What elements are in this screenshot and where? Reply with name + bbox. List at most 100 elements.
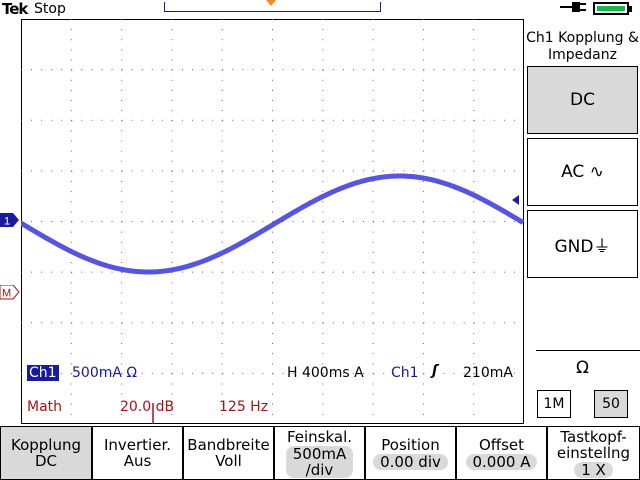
grid-dot	[51, 69, 53, 71]
grid-dot	[503, 221, 505, 222]
coupling-gnd-button[interactable]: GND⏚	[527, 210, 638, 278]
grid-dot	[41, 221, 43, 222]
grid-dot	[393, 271, 395, 273]
grid-dot	[322, 262, 324, 263]
grid-dot	[322, 39, 324, 41]
grid-dot	[171, 322, 173, 324]
coupling-menu-button[interactable]: Kopplung DC	[0, 426, 92, 480]
grid-dot	[121, 211, 123, 213]
grid-dot	[312, 322, 314, 324]
grid-dot	[121, 302, 123, 304]
grid-dot	[70, 353, 72, 355]
grid-dot	[302, 221, 304, 222]
grid-dot	[221, 110, 223, 112]
grid-dot	[422, 393, 424, 395]
grid-dot	[513, 372, 515, 374]
grid-dot	[443, 119, 445, 121]
grid-dot	[70, 302, 72, 304]
grid-dot	[70, 413, 72, 415]
coupling-dc-button[interactable]: DC	[527, 66, 638, 134]
math-position-marker[interactable]: M	[0, 284, 21, 304]
bandwidth-menu-button[interactable]: Bandbreite Voll	[183, 426, 274, 480]
grid-dot	[433, 221, 435, 222]
grid-dot	[232, 119, 234, 121]
grid-dot	[252, 322, 254, 324]
impedance-50-button[interactable]: 50	[594, 390, 628, 418]
fine-scale-menu-button[interactable]: Feinskal. 500mA/div	[274, 426, 365, 480]
grid-dot	[171, 343, 173, 344]
grid-dot	[70, 160, 72, 162]
position-menu-value: 0.00 div	[373, 453, 448, 470]
grid-dot	[372, 251, 374, 253]
grid-dot	[473, 79, 475, 81]
grid-dot	[372, 302, 374, 304]
grid-dot	[373, 69, 375, 71]
grid-dot	[262, 372, 264, 374]
grid-dot	[282, 69, 284, 71]
grid-dot	[322, 271, 324, 273]
grid-dot	[81, 69, 83, 71]
grid-dot	[372, 191, 374, 193]
brand-logo: Tek	[2, 0, 28, 18]
coupling-ac-button[interactable]: AC ∿	[527, 138, 638, 206]
grid-dot	[363, 372, 365, 374]
grid-dot	[282, 372, 284, 374]
grid-dot	[383, 170, 385, 172]
grid-dot	[322, 383, 324, 385]
grid-dot	[61, 322, 63, 324]
grid-dot	[202, 322, 204, 324]
grid-dot	[322, 79, 324, 81]
grid-dot	[192, 119, 194, 121]
grid-dot	[81, 372, 83, 374]
grid-dot	[342, 322, 344, 324]
probe-setup-menu-button[interactable]: Tastkopf- einstellng 1 X	[547, 426, 640, 480]
grid-dot	[181, 322, 183, 324]
grid-dot	[70, 110, 72, 112]
grid-dot	[91, 221, 93, 222]
grid-dot	[202, 69, 204, 71]
grid-dot	[272, 262, 273, 263]
grid-dot	[171, 19, 173, 20]
ch1-position-marker[interactable]: 1	[0, 213, 21, 232]
grid-dot	[171, 140, 173, 142]
grid-dot	[141, 69, 143, 71]
grid-dot	[242, 271, 244, 273]
position-menu-button[interactable]: Position 0.00 div	[365, 426, 456, 480]
grid-dot	[493, 271, 495, 273]
grid-dot	[513, 170, 515, 172]
status-bar: Tek Stop	[0, 0, 640, 20]
grid-dot	[463, 69, 465, 71]
grid-dot	[312, 170, 314, 172]
grid-dot	[121, 69, 123, 71]
grid-dot	[71, 271, 73, 273]
grid-dot	[61, 170, 63, 172]
grid-dot	[473, 312, 475, 314]
grid-dot	[221, 201, 223, 203]
invert-menu-button[interactable]: Invertier. Aus	[92, 426, 183, 480]
grid-dot	[192, 170, 194, 172]
grid-dot	[372, 110, 374, 112]
grid-dot	[272, 322, 274, 324]
grid-dot	[272, 191, 273, 193]
grid-dot	[322, 251, 324, 253]
offset-menu-button[interactable]: Offset 0.000 A	[456, 426, 547, 480]
grid-dot	[221, 393, 223, 395]
grid-dot	[473, 221, 475, 222]
grid-dot	[322, 312, 324, 314]
side-menu-title: Ch1 Kopplung & Impedanz	[526, 30, 639, 63]
grid-dot	[101, 69, 103, 71]
grid-dot	[272, 343, 273, 344]
waveform-display[interactable]	[21, 19, 524, 424]
offset-menu-label: Offset	[478, 435, 525, 454]
grid-dot	[342, 271, 344, 273]
grid-dot	[111, 69, 113, 71]
grid-dot	[21, 271, 22, 273]
grid-dot	[443, 69, 445, 71]
grid-dot	[221, 181, 223, 182]
grid-dot	[292, 170, 294, 172]
battery-icon	[593, 2, 629, 15]
grid-dot	[212, 221, 214, 222]
grid-dot	[70, 262, 72, 263]
impedance-1m-button[interactable]: 1M	[537, 390, 571, 418]
grid-dot	[473, 211, 475, 213]
